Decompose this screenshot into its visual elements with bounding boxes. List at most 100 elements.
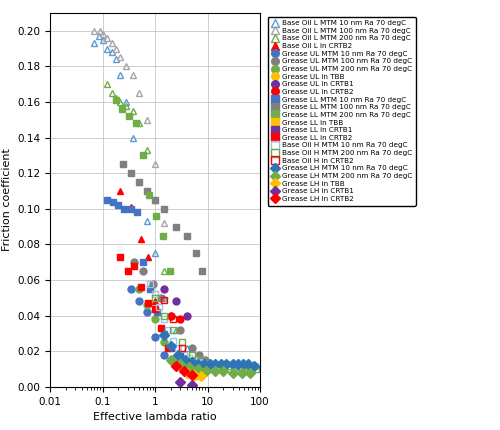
Line: Grease LH MTM 10 nm Ra 70 degC: Grease LH MTM 10 nm Ra 70 degC (161, 332, 257, 369)
Grease UL in CRTB2 (168, 313, 174, 318)
Line: Grease LL MTM 100 nm Ra 70 degC: Grease LL MTM 100 nm Ra 70 degC (120, 161, 206, 275)
Grease UL MTM 200 nm Ra 70 degC (152, 317, 158, 322)
Base Oil H MTM 10 nm Ra 70 degC (186, 356, 192, 361)
Grease LH MTM 10 nm Ra 70 degC (212, 361, 218, 366)
Base Oil L MTM 100 nm Ra 70 degC (152, 162, 158, 167)
Grease LL MTM 200 nm Ra 70 degC (160, 233, 166, 238)
Grease LL MTM 200 nm Ra 70 degC (120, 107, 126, 112)
Base Oil L in CRTB2 (128, 205, 134, 210)
Grease LL MTM 100 nm Ra 70 degC (144, 188, 150, 194)
Base Oil L MTM 10 nm Ra 70 degC (108, 49, 114, 55)
Line: Grease UL MTM 10 nm Ra 70 degC: Grease UL MTM 10 nm Ra 70 degC (128, 286, 200, 376)
Grease LL in CRTB2 (152, 306, 158, 311)
Grease LL in CRTB2 (158, 326, 164, 331)
X-axis label: Effective lambda ratio: Effective lambda ratio (93, 412, 217, 422)
Grease LH in CRTB2 (173, 363, 179, 368)
Grease LL MTM 200 nm Ra 70 degC (113, 98, 119, 103)
Line: Grease UL MTM 200 nm Ra 70 degC: Grease UL MTM 200 nm Ra 70 degC (136, 286, 174, 364)
Grease LL MTM 200 nm Ra 70 degC (126, 114, 132, 119)
Base Oil H MTM 200 nm Ra 70 degC (236, 365, 242, 370)
Base Oil L in CRTB2 (118, 188, 124, 194)
Base Oil H MTM 10 nm Ra 70 degC (206, 361, 212, 366)
Grease UL in TBB (193, 374, 199, 379)
Grease LL MTM 10 nm Ra 70 degC (134, 210, 140, 215)
Line: Grease LH in TBB: Grease LH in TBB (183, 369, 204, 380)
Grease LL MTM 10 nm Ra 70 degC (128, 206, 134, 212)
Grease LL MTM 100 nm Ra 70 degC (200, 269, 205, 274)
Grease LL in CRTB1 (168, 345, 174, 350)
Base Oil H MTM 200 nm Ra 70 degC (226, 363, 232, 368)
Grease UL MTM 100 nm Ra 70 degC (150, 281, 156, 286)
Base Oil L MTM 10 nm Ra 70 degC (96, 34, 102, 39)
Grease LL MTM 100 nm Ra 70 degC (120, 162, 126, 167)
Base Oil L MTM 10 nm Ra 70 degC (184, 345, 190, 350)
Base Oil L MTM 100 nm Ra 70 degC (130, 73, 136, 78)
Base Oil L MTM 200 nm Ra 70 degC (136, 121, 142, 126)
Grease LL MTM 10 nm Ra 70 degC (147, 286, 153, 292)
Line: Grease UL in TBB: Grease UL in TBB (176, 362, 200, 380)
Grease LH in CRTB2 (188, 372, 194, 377)
Base Oil H MTM 200 nm Ra 70 degC (254, 367, 260, 372)
Base Oil L MTM 200 nm Ra 70 degC (144, 147, 150, 153)
Grease UL MTM 10 nm Ra 70 degC (184, 367, 190, 372)
Grease LL in CRTB2 (146, 301, 152, 306)
Grease LH MTM 200 nm Ra 70 degC (247, 370, 253, 375)
Base Oil L MTM 100 nm Ra 70 degC (92, 28, 98, 33)
Base Oil L MTM 200 nm Ra 70 degC (113, 96, 119, 101)
Grease UL MTM 200 nm Ra 70 degC (144, 302, 150, 307)
Base Oil H in CRTB2 (178, 345, 184, 350)
Grease LH MTM 10 nm Ra 70 degC (240, 361, 246, 366)
Grease LL MTM 100 nm Ra 70 degC (184, 233, 190, 238)
Base Oil H MTM 10 nm Ra 70 degC (170, 338, 176, 343)
Base Oil H MTM 10 nm Ra 70 degC (212, 361, 218, 366)
Base Oil H MTM 200 nm Ra 70 degC (216, 363, 222, 368)
Base Oil H MTM 10 nm Ra 70 degC (252, 363, 258, 368)
Grease UL MTM 10 nm Ra 70 degC (193, 370, 199, 375)
Line: Base Oil L in CRTB2: Base Oil L in CRTB2 (117, 187, 158, 305)
Grease LH in CRTB2 (180, 369, 186, 374)
Grease LL MTM 100 nm Ra 70 degC (193, 251, 199, 256)
Base Oil L MTM 100 nm Ra 70 degC (173, 352, 179, 357)
Grease LH MTM 10 nm Ra 70 degC (206, 361, 212, 366)
Base Oil L MTM 100 nm Ra 70 degC (144, 117, 150, 123)
Grease LH MTM 10 nm Ra 70 degC (194, 361, 200, 366)
Grease LH MTM 10 nm Ra 70 degC (182, 358, 188, 363)
Base Oil L MTM 100 nm Ra 70 degC (113, 46, 119, 51)
Base Oil L MTM 100 nm Ra 70 degC (136, 90, 142, 95)
Base Oil H MTM 10 nm Ra 70 degC (202, 361, 208, 366)
Grease LH MTM 200 nm Ra 70 degC (239, 370, 245, 375)
Base Oil H MTM 200 nm Ra 70 degC (161, 313, 167, 318)
Base Oil L MTM 100 nm Ra 70 degC (161, 221, 167, 226)
Base Oil H MTM 200 nm Ra 70 degC (178, 340, 184, 345)
Base Oil H MTM 10 nm Ra 70 degC (226, 361, 232, 366)
Base Oil L MTM 10 nm Ra 70 degC (104, 46, 110, 51)
Line: Grease LL in CRTB2: Grease LL in CRTB2 (117, 253, 180, 367)
Grease LH MTM 200 nm Ra 70 degC (194, 367, 200, 372)
Base Oil H MTM 10 nm Ra 70 degC (166, 327, 172, 332)
Grease LL in CRTB2 (166, 345, 172, 350)
Grease LH MTM 10 nm Ra 70 degC (224, 361, 230, 366)
Base Oil L in CRTB2 (152, 299, 158, 304)
Base Oil H MTM 10 nm Ra 70 degC (156, 304, 162, 310)
Grease LH MTM 200 nm Ra 70 degC (204, 369, 210, 374)
Grease LH MTM 10 nm Ra 70 degC (250, 363, 256, 368)
Grease LH MTM 200 nm Ra 70 degC (168, 358, 174, 363)
Grease LL MTM 10 nm Ra 70 degC (110, 199, 116, 204)
Line: Grease UL in CRTB1: Grease UL in CRTB1 (161, 286, 190, 319)
Base Oil L MTM 200 nm Ra 70 degC (108, 90, 114, 95)
Base Oil L in CRTB2 (138, 237, 144, 242)
Base Oil H MTM 10 nm Ra 70 degC (180, 352, 186, 357)
Line: Base Oil L MTM 200 nm Ra 70 degC: Base Oil L MTM 200 nm Ra 70 degC (103, 81, 168, 275)
Grease LH MTM 10 nm Ra 70 degC (176, 352, 182, 357)
Grease LH MTM 200 nm Ra 70 degC (230, 370, 235, 375)
Grease UL MTM 100 nm Ra 70 degC (168, 313, 174, 318)
Grease UL MTM 10 nm Ra 70 degC (161, 352, 167, 357)
Grease LH MTM 10 nm Ra 70 degC (230, 361, 235, 366)
Grease UL MTM 100 nm Ra 70 degC (188, 345, 194, 350)
Grease LH MTM 200 nm Ra 70 degC (220, 369, 226, 374)
Grease LL MTM 10 nm Ra 70 degC (161, 331, 167, 336)
Base Oil L MTM 10 nm Ra 70 degC (100, 37, 105, 42)
Grease LH in CRTB1 (177, 379, 183, 384)
Grease LL MTM 10 nm Ra 70 degC (116, 203, 121, 208)
Grease LL in CRTB1 (177, 352, 183, 357)
